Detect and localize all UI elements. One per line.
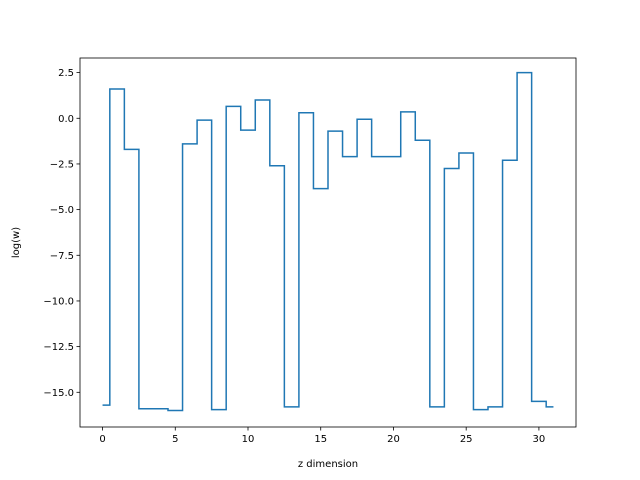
x-tick-label: 20 xyxy=(387,434,400,445)
y-tick-label: −2.5 xyxy=(50,159,74,170)
y-tick-label: −10.0 xyxy=(43,296,74,307)
series-line xyxy=(102,71,554,412)
y-tick-label: 2.5 xyxy=(58,68,74,79)
y-axis-label: log(w) xyxy=(11,227,22,258)
y-tick-label: −7.5 xyxy=(50,251,74,262)
x-tick-label: 25 xyxy=(460,434,473,445)
plot-area xyxy=(79,57,577,428)
x-tick-label: 15 xyxy=(314,434,327,445)
y-tick-label: −5.0 xyxy=(50,205,74,216)
x-tick-label: 0 xyxy=(99,434,105,445)
y-tick-label: 0.0 xyxy=(58,114,74,125)
y-tick-label: −15.0 xyxy=(43,388,74,399)
x-tick-label: 30 xyxy=(533,434,546,445)
x-tick-label: 10 xyxy=(242,434,255,445)
x-tick-label: 5 xyxy=(172,434,178,445)
y-axis-ticks: 2.5 0.0 −2.5 −5.0 −7.5 −10.0 −12.5 −15.0 xyxy=(43,68,80,399)
x-axis-label: z dimension xyxy=(298,459,358,470)
x-axis-ticks: 0 5 10 15 20 25 30 xyxy=(99,427,545,445)
y-tick-label: −12.5 xyxy=(43,342,74,353)
